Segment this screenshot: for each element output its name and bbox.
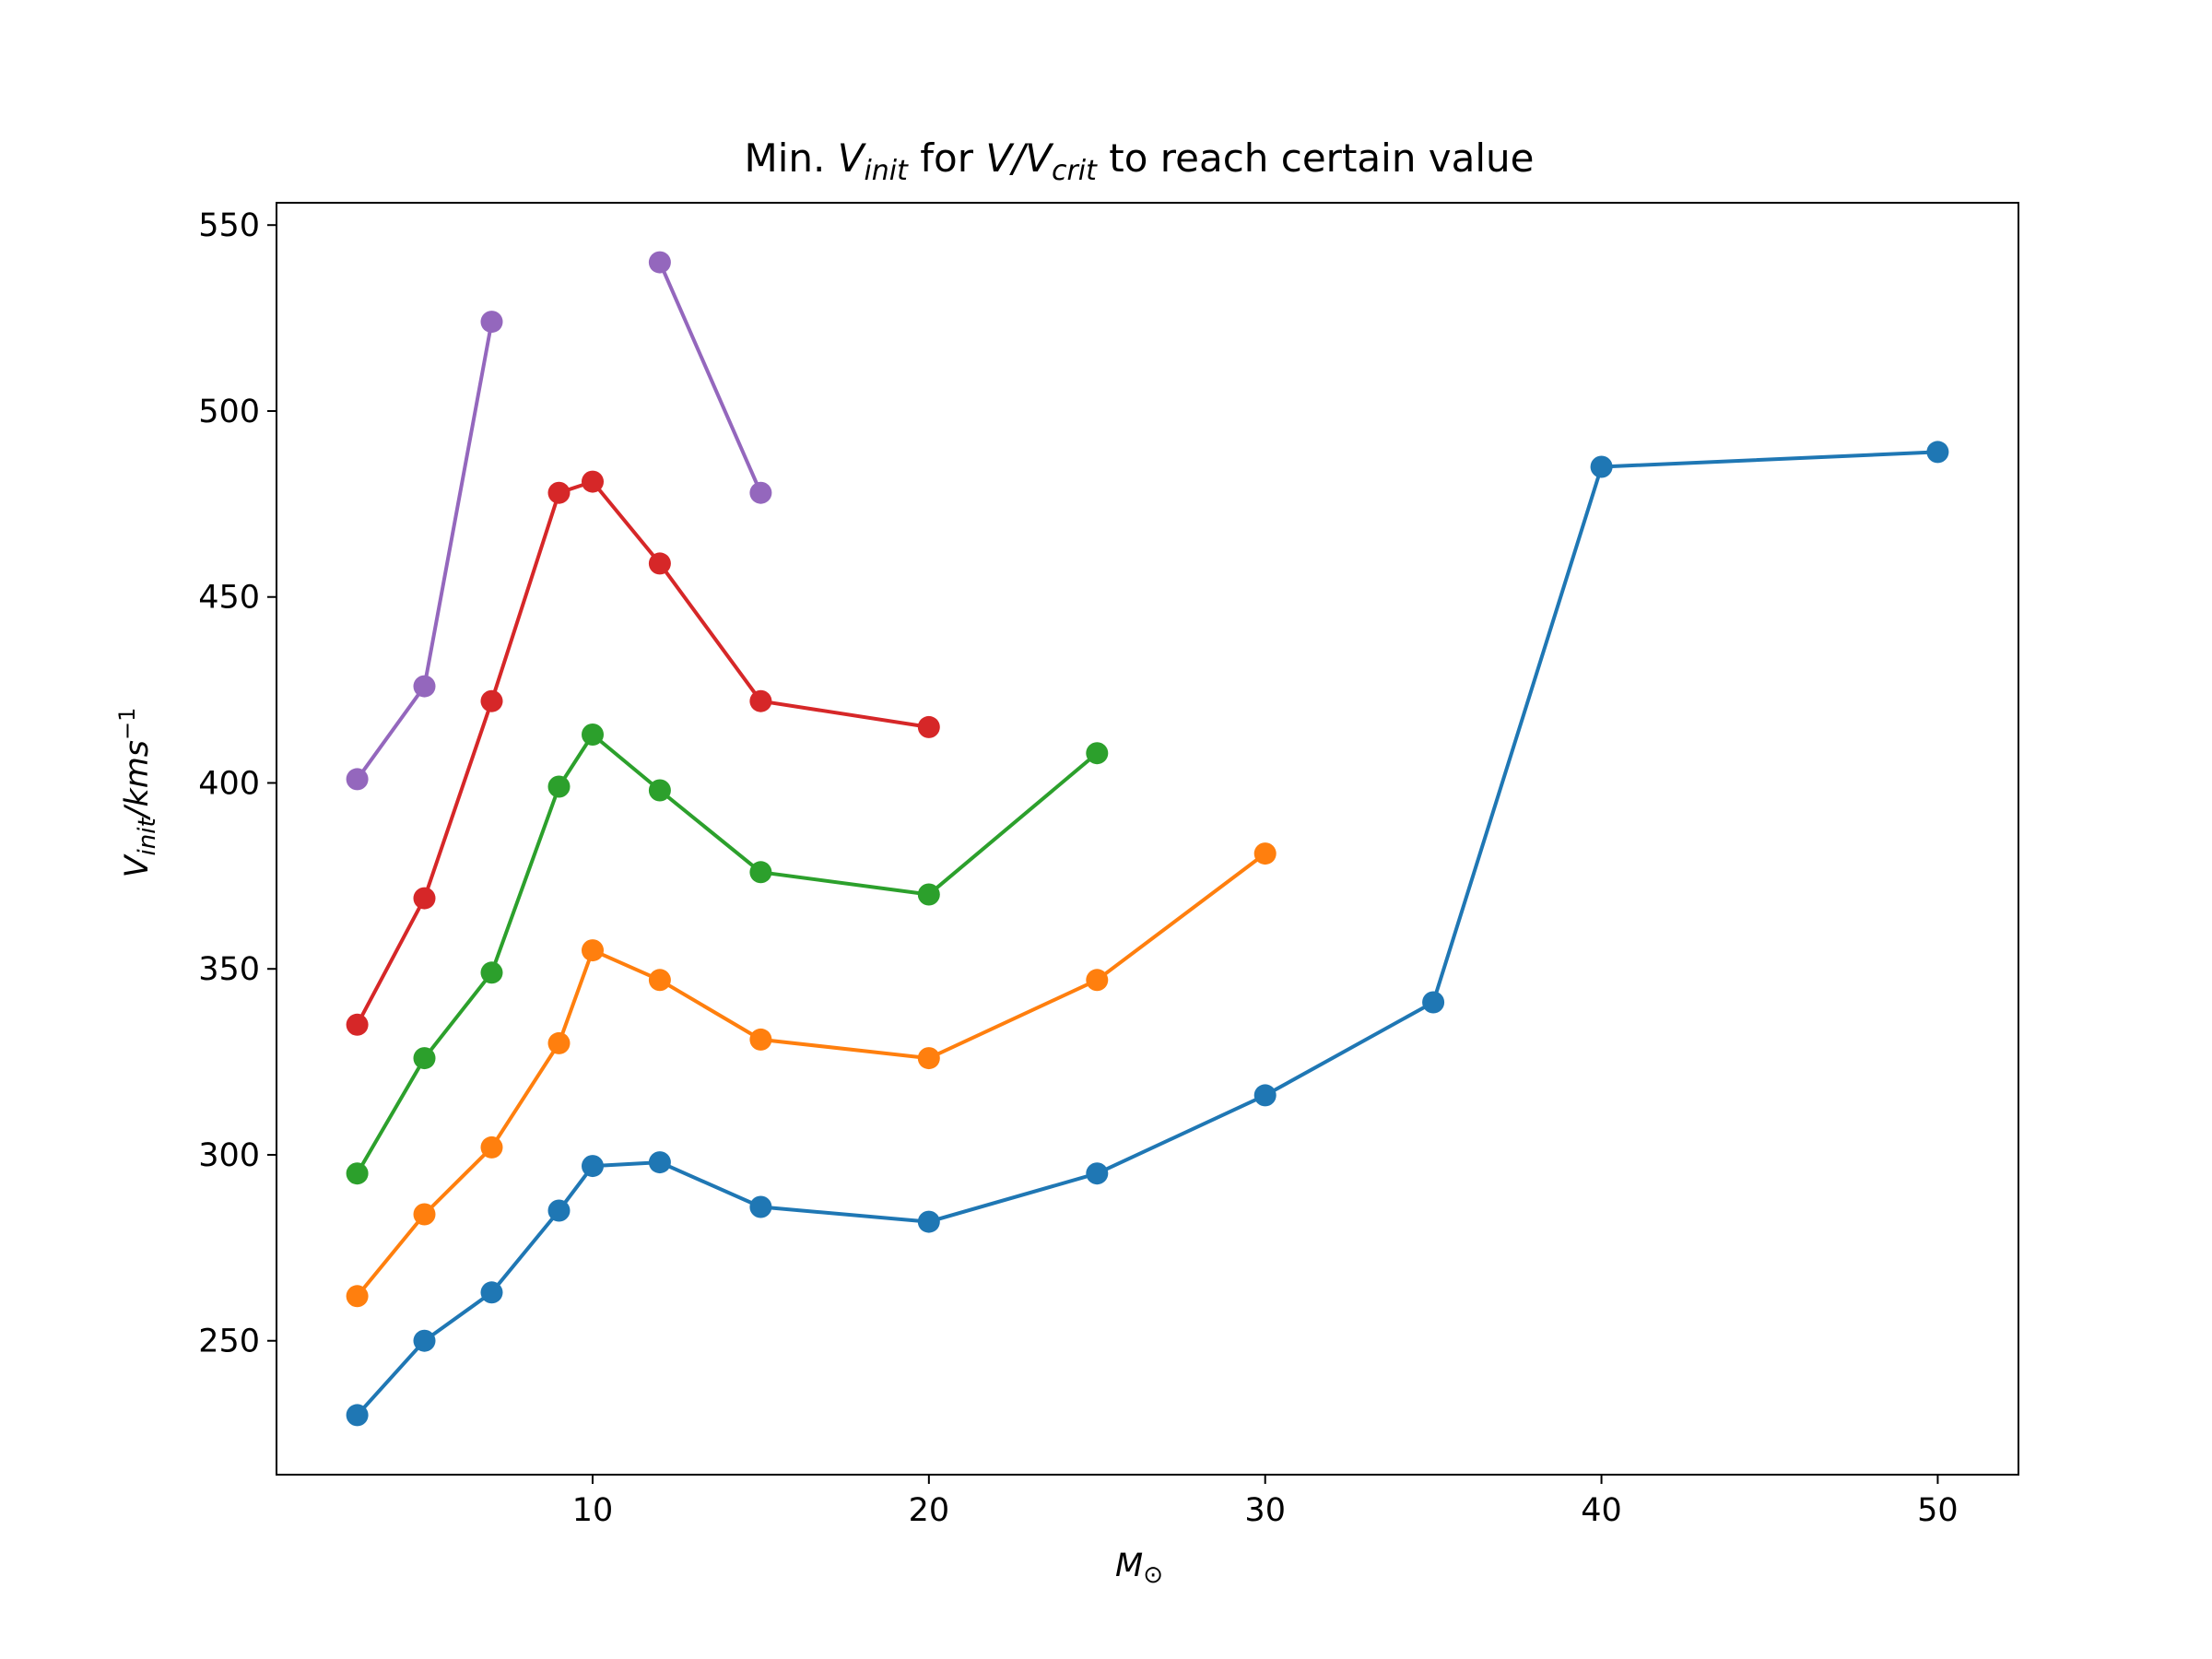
x-tick-label: 10: [572, 1492, 614, 1529]
data-point: [480, 1281, 503, 1304]
data-point: [413, 1329, 436, 1352]
data-point: [648, 779, 671, 802]
x-tick-label: 50: [1917, 1492, 1959, 1529]
y-tick-label: 550: [198, 207, 260, 244]
y-tick-label: 400: [198, 765, 260, 802]
series-layer: [346, 251, 1949, 1427]
data-point: [547, 1199, 571, 1222]
data-point: [582, 724, 604, 746]
data-point: [582, 1155, 604, 1178]
data-point: [346, 1013, 369, 1036]
data-point: [582, 470, 604, 493]
data-point: [547, 481, 571, 504]
data-point: [1253, 842, 1277, 865]
data-point: [648, 969, 671, 992]
data-point: [749, 689, 772, 712]
data-point: [1590, 455, 1613, 478]
data-point: [346, 1162, 369, 1185]
y-tick-label: 350: [198, 951, 260, 988]
data-point: [917, 715, 940, 738]
data-point: [413, 887, 436, 910]
series-4: [346, 470, 940, 1036]
x-tick-label: 40: [1581, 1492, 1622, 1529]
plot-area: [276, 202, 2019, 1476]
data-point: [1253, 1084, 1277, 1107]
data-point: [346, 1285, 369, 1308]
series-1: [346, 441, 1949, 1427]
data-point: [346, 768, 369, 791]
data-point: [480, 1135, 503, 1159]
data-point: [917, 883, 940, 906]
data-point: [413, 675, 436, 698]
series-3: [346, 724, 1109, 1185]
series-2: [346, 842, 1277, 1308]
data-point: [547, 775, 571, 798]
x-tick-label: 20: [909, 1492, 950, 1529]
y-tick-label: 300: [198, 1137, 260, 1174]
y-tick-label: 500: [198, 394, 260, 430]
data-point: [480, 311, 503, 334]
data-point: [749, 481, 772, 504]
data-point: [749, 1195, 772, 1218]
data-point: [1086, 742, 1109, 765]
data-point: [547, 1031, 571, 1054]
plot-frame: [276, 202, 2019, 1476]
series-5: [346, 251, 772, 791]
y-axis-label: Vinit/kms−1: [114, 708, 161, 878]
data-point: [346, 1404, 369, 1427]
y-tick-label: 450: [198, 580, 260, 617]
x-tick-label: 30: [1244, 1492, 1286, 1529]
y-axis: 250 300 350 400 450 500 550: [198, 207, 276, 1360]
data-point: [917, 1047, 940, 1070]
data-point: [582, 939, 604, 962]
data-point: [648, 552, 671, 575]
data-point: [749, 1028, 772, 1051]
data-point: [413, 1203, 436, 1226]
data-point: [413, 1047, 436, 1070]
data-point: [1086, 969, 1109, 992]
data-point: [648, 1151, 671, 1174]
data-point: [749, 861, 772, 884]
x-axis: 10 20 30 40 50: [572, 1475, 1959, 1529]
series-line: [658, 261, 763, 494]
data-point: [917, 1210, 940, 1233]
data-point: [1086, 1162, 1109, 1185]
data-point: [480, 961, 503, 984]
y-tick-label: 250: [198, 1324, 260, 1360]
x-axis-label: M⊙: [1115, 1547, 1163, 1589]
chart-title: Min. Vinit for V/Vcrit to reach certain …: [744, 135, 1534, 187]
data-point: [1422, 991, 1445, 1014]
series-line: [356, 852, 1266, 1298]
data-point: [1926, 441, 1949, 464]
data-point: [648, 251, 671, 274]
data-point: [480, 689, 503, 712]
series-line: [355, 479, 930, 1026]
